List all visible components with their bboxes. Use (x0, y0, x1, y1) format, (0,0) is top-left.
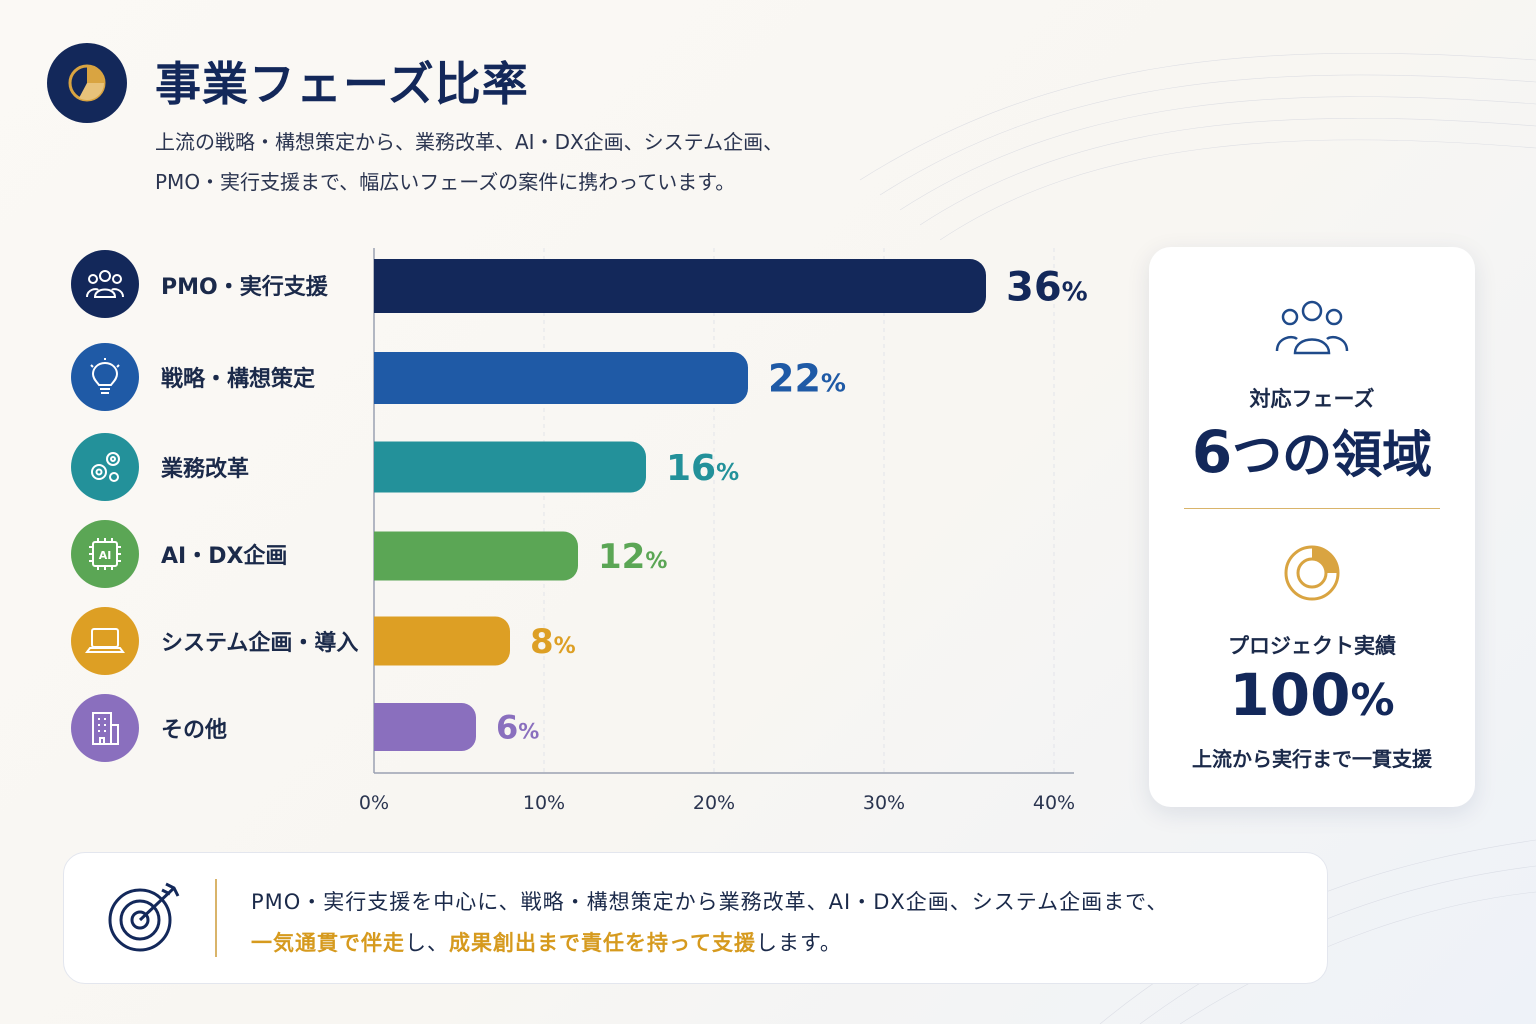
ai-chip-icon: AI (71, 520, 139, 588)
bar (374, 703, 476, 751)
record-unit: % (1350, 675, 1395, 726)
banner-line-2: 一気通貫で伴走し、成果創出まで責任を持って支援します。 (251, 927, 842, 957)
summary-card: 対応フェーズ 6つの領域 プロジェクト実績 100% 上流から実行まで一貫支援 (1149, 247, 1475, 807)
data-label: 22% (768, 357, 846, 401)
bar (374, 616, 510, 666)
gears-icon (71, 433, 139, 501)
bar (374, 441, 646, 493)
x-tick-label: 40% (1033, 792, 1075, 814)
donut-chart-icon (1149, 537, 1475, 613)
building-icon (71, 694, 139, 762)
bar (374, 259, 986, 313)
category-label-other: その他 (161, 718, 228, 743)
lightbulb-icon (71, 343, 139, 411)
x-tick-label: 30% (863, 792, 905, 814)
pie-chart-icon (47, 43, 127, 123)
data-label: 6% (496, 709, 539, 747)
banner-line-1: PMO・実行支援を中心に、戦略・構想策定から業務改革、AI・DX企画、システム企… (251, 890, 1169, 914)
subtitle-line-1: 上流の戦略・構想策定から、業務改革、AI・DX企画、システム企画、 (155, 130, 784, 154)
record-label: プロジェクト実績 (1228, 634, 1396, 658)
category-label-system: システム企画・導入 (161, 631, 359, 656)
record-number: 100 (1229, 661, 1351, 729)
card-divider (1184, 508, 1440, 509)
category-label-business: 業務改革 (161, 457, 250, 482)
page-title: 事業フェーズ比率 (155, 57, 529, 111)
banner-text-end: します。 (755, 931, 842, 955)
x-tick-label: 20% (693, 792, 735, 814)
category-label-strategy: 戦略・構想策定 (161, 367, 316, 392)
x-tick-label: 10% (523, 792, 565, 814)
record-note: 上流から実行まで一貫支援 (1192, 747, 1432, 771)
phases-unit: つの領域 (1232, 426, 1433, 484)
category-label-pmo: PMO・実行支援 (161, 275, 328, 300)
banner-highlight-2: 成果創出まで責任を持って支援 (449, 931, 756, 955)
laptop-icon (71, 607, 139, 675)
data-label: 12% (598, 537, 667, 577)
svg-text:AI: AI (99, 549, 112, 562)
target-icon (104, 880, 184, 960)
people-icon (71, 250, 139, 318)
data-label: 16% (666, 448, 739, 489)
subtitle-line-2: PMO・実行支援まで、幅広いフェーズの案件に携わっています。 (155, 170, 736, 194)
category-label-ai-dx: AI・DX企画 (161, 544, 288, 569)
phases-value: 6つの領域 (1149, 415, 1475, 487)
banner-divider (215, 879, 217, 957)
summary-banner: PMO・実行支援を中心に、戦略・構想策定から業務改革、AI・DX企画、システム企… (63, 852, 1328, 984)
phases-number: 6 (1191, 418, 1233, 486)
x-tick-label: 0% (359, 792, 389, 814)
data-label: 36% (1006, 264, 1088, 310)
data-label: 8% (530, 622, 576, 662)
record-value: 100% (1149, 661, 1475, 729)
bar (374, 352, 748, 404)
phases-label: 対応フェーズ (1249, 387, 1375, 411)
team-icon (1149, 297, 1475, 361)
bar (374, 531, 578, 581)
banner-text-mid: し、 (405, 931, 449, 955)
banner-highlight-1: 一気通貫で伴走 (251, 931, 405, 955)
